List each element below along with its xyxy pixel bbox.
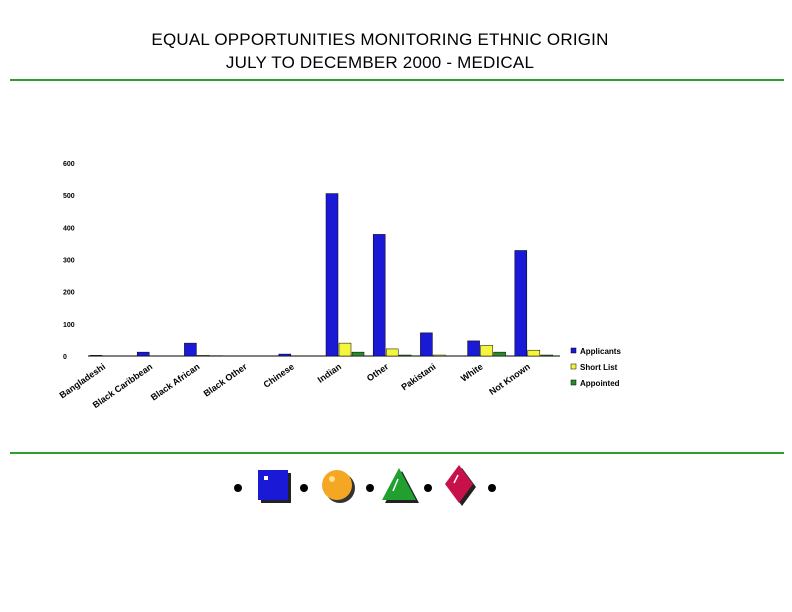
bullet-dot — [424, 484, 432, 492]
y-tick-label: 400 — [63, 225, 75, 232]
y-tick-label: 600 — [63, 161, 75, 168]
bar-short-list — [480, 345, 493, 357]
bar-applicants — [514, 250, 528, 357]
top-divider — [10, 79, 784, 81]
bar-applicants — [184, 342, 197, 357]
bar-applicants — [89, 355, 103, 357]
bar-short-list — [527, 349, 541, 357]
bar-appointed — [398, 354, 412, 357]
y-tick-label: 200 — [63, 290, 75, 297]
bullet-dot — [366, 484, 374, 492]
page-title-line-1: EQUAL OPPORTUNITIES MONITORING ETHNIC OR… — [151, 30, 609, 49]
bullet-dot — [234, 484, 242, 492]
legend-label: Applicants — [580, 347, 621, 356]
bar-appointed — [540, 354, 554, 357]
y-tick-label: 0 — [63, 354, 67, 361]
chart-legend: Applicants Short List Appointed — [570, 347, 621, 388]
page-title-line-2: JULY TO DECEMBER 2000 - MEDICAL — [225, 53, 535, 72]
bar-applicants — [372, 234, 386, 357]
legend-swatch — [570, 347, 577, 354]
legend-label: Short List — [580, 363, 618, 372]
legend-swatch — [570, 379, 577, 386]
bar-applicants — [325, 193, 339, 357]
green-triangle-icon — [382, 468, 419, 503]
bar-short-list — [433, 354, 446, 357]
chart-bars — [89, 193, 554, 357]
bar-applicants — [136, 351, 150, 357]
bottom-divider — [10, 452, 784, 454]
bar-short-list — [197, 355, 210, 357]
bullet-dot — [300, 484, 308, 492]
bar-appointed — [351, 351, 365, 357]
bar-applicants — [278, 353, 292, 357]
legend-swatch — [570, 363, 577, 370]
bar-appointed — [493, 351, 506, 357]
bar-short-list — [338, 342, 352, 357]
bullet-dot — [488, 484, 496, 492]
y-tick-label: 100 — [63, 322, 75, 329]
legend-label: Appointed — [580, 379, 620, 388]
orange-circle-icon — [322, 470, 355, 503]
y-tick-label: 500 — [63, 193, 75, 200]
blue-square-icon — [258, 470, 291, 503]
bar-applicants — [467, 340, 480, 357]
y-tick-label: 300 — [63, 258, 75, 265]
bar-applicants — [420, 332, 433, 357]
red-diamond-icon — [445, 465, 476, 506]
bar-short-list — [385, 348, 399, 357]
